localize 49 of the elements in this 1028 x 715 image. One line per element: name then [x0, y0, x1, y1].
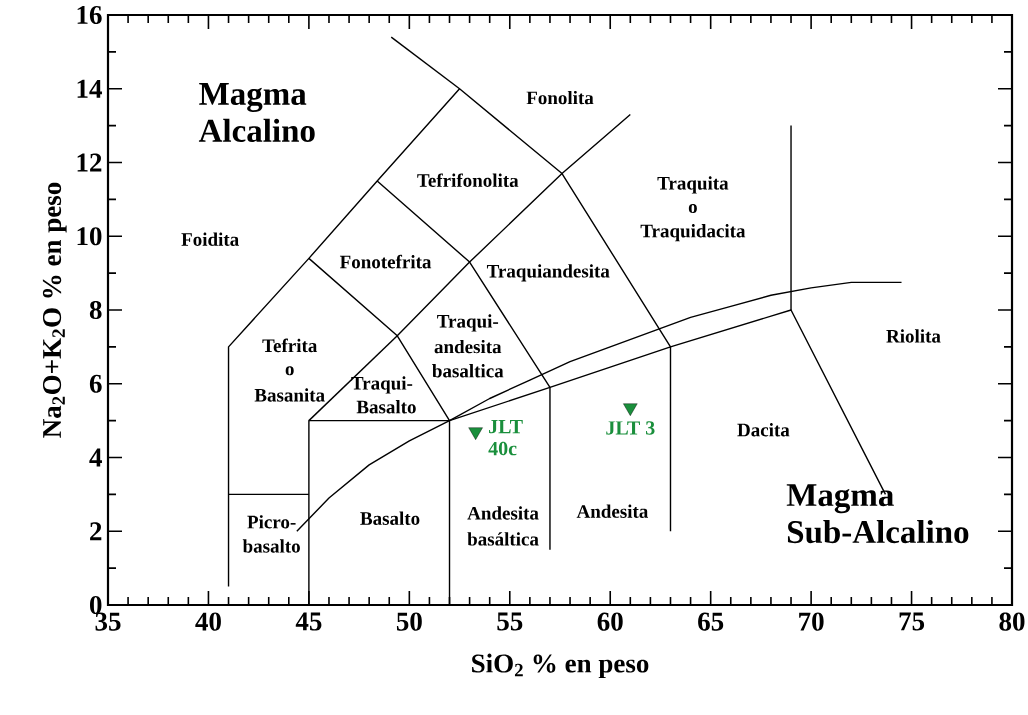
annotation: Traquidacita	[640, 224, 746, 242]
y-tick-label: 10	[77, 227, 102, 246]
annotation: Basalto	[360, 511, 420, 525]
annotation: Dacita	[737, 423, 790, 437]
annotation: Traquita	[657, 176, 729, 194]
series-label: JLT 3	[606, 421, 655, 435]
x-tick-label: 40	[195, 612, 221, 631]
annotation: Fonolita	[526, 90, 594, 105]
annotation: Basanita	[254, 388, 325, 402]
x-tick-label: 35	[95, 612, 121, 631]
annotation: Fonotefrita	[339, 254, 432, 269]
annotation: Magma Alcalino	[198, 83, 315, 142]
y-tick-label: 16	[77, 5, 102, 25]
y-axis-title: Na$_{2}$O+K$_{2}$O % en peso	[42, 182, 67, 438]
y-tick-label: 0	[90, 595, 102, 615]
annotation: Traqui-	[437, 314, 499, 332]
x-tick-label: 80	[999, 612, 1025, 631]
annotation: o	[285, 366, 294, 376]
annotation: Basalto	[356, 400, 416, 414]
annotation: Picro-	[247, 515, 296, 529]
x-tick-label: 65	[698, 612, 724, 631]
annotation: Andesita	[467, 506, 539, 520]
y-tick-label: 12	[77, 153, 102, 172]
y-tick-label: 14	[77, 79, 102, 98]
annotation: o	[688, 203, 697, 214]
x-tick-label: 75	[899, 612, 925, 631]
annotation: andesita	[434, 339, 502, 354]
x-axis-title: SiO$_{2}$ % en peso	[472, 653, 649, 679]
annotation: Foidita	[181, 232, 239, 246]
y-tick-label: 8	[89, 300, 102, 320]
x-tick-label: 50	[396, 612, 422, 631]
x-tick-label: 55	[497, 612, 523, 631]
x-tick-label: 70	[799, 612, 824, 631]
annotation: basáltica	[467, 532, 539, 546]
annotation: Magma Sub-Alcalino	[786, 484, 969, 544]
y-tick-label: 6	[89, 374, 102, 393]
annotation: Traqui-	[351, 376, 413, 394]
x-tick-label: 60	[597, 612, 623, 631]
series-label: JLT 40c	[488, 420, 523, 456]
annotation: Riolita	[886, 329, 941, 343]
annotation: Traquiandesita	[486, 264, 610, 282]
annotation: basaltica	[432, 364, 504, 378]
x-tick-label: 45	[295, 612, 322, 631]
annotation: Tefrita	[262, 338, 318, 353]
annotation: Andesita	[576, 504, 649, 518]
annotation: basalto	[242, 539, 300, 553]
y-tick-label: 4	[89, 448, 102, 467]
annotation: Tefrifonolita	[417, 173, 519, 187]
y-tick-label: 2	[90, 522, 102, 541]
